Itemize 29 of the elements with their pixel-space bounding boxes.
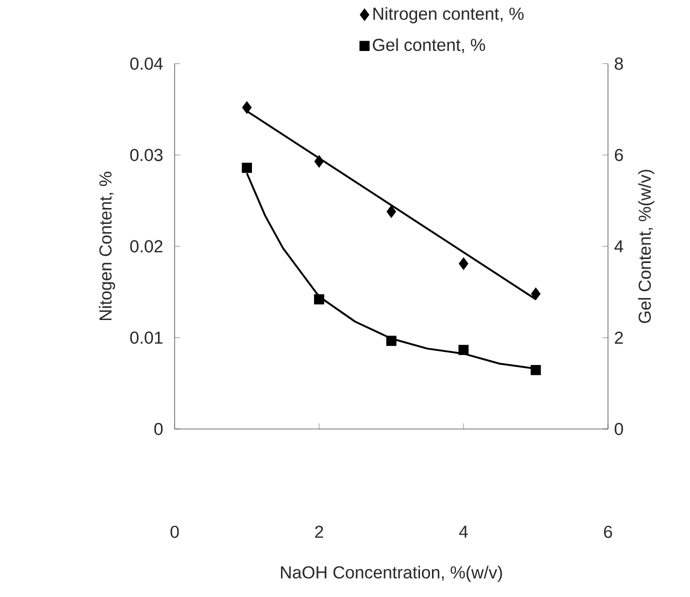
point (314, 155, 324, 168)
legend-label: Nitrogen content, % (373, 7, 524, 24)
y2-tick-label: 4 (614, 240, 624, 252)
y-tick-label: 0.02 (130, 240, 162, 252)
x-tick-label: 0 (170, 526, 179, 538)
point (531, 288, 541, 300)
y-tick-label: 0.01 (130, 332, 162, 344)
point (386, 336, 396, 346)
y2-tick-label: 6 (614, 148, 623, 162)
y-tick-label: 0 (154, 422, 163, 436)
y2-axis-title: Gel Content, %(w/v) (638, 170, 654, 323)
point (314, 294, 324, 304)
y-tick-label: 0.04 (130, 58, 163, 70)
point (530, 365, 541, 376)
point (386, 205, 396, 218)
point (242, 162, 252, 173)
x-axis-title: NaOH Concentration, %(w/v) (281, 566, 502, 582)
point (242, 101, 252, 114)
y2-tick-label: 8 (614, 58, 623, 70)
y2-tick-label: 0 (614, 422, 624, 436)
point (458, 257, 468, 270)
x-tick-label: 6 (604, 526, 612, 538)
y2-tick-label: 2 (614, 332, 623, 344)
legend-label: Gel content, % (372, 38, 486, 54)
y-axis-title: Nitogen Content, % (98, 172, 116, 320)
x-tick-label: 2 (315, 526, 324, 538)
x-tick-label: 4 (459, 526, 468, 538)
y-tick-label: 0.03 (130, 148, 163, 162)
point (458, 344, 469, 356)
